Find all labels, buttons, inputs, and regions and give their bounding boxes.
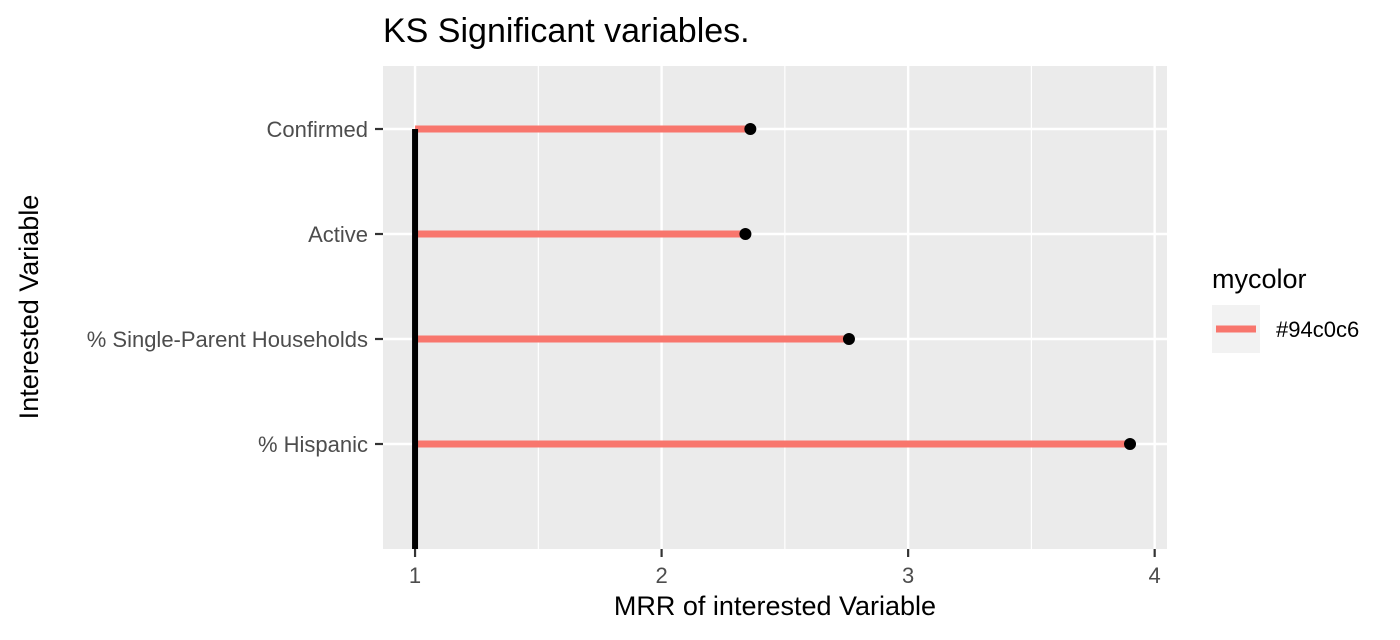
chart-title: KS Significant variables. [383,12,750,50]
legend: mycolor #94c0c6 [1212,264,1359,353]
x-tick-label: 3 [902,563,914,588]
panel-background [383,66,1167,549]
x-axis: 1 2 3 4 [409,549,1161,588]
lollipop-point [842,333,855,345]
x-tick-label: 2 [655,563,667,588]
lollipop-points [739,123,1137,450]
y-tick-label: Active [308,222,368,247]
lollipop-point [1124,438,1137,450]
lollipop-segments [415,125,1131,448]
y-tick-label: Confirmed [267,117,368,142]
legend-title: mycolor [1212,264,1307,294]
grid-minor [537,66,1033,549]
x-tick-label: 4 [1149,563,1161,588]
lollipop-point [739,228,752,240]
x-tick-label: 1 [409,563,421,588]
y-tick-label: % Hispanic [258,432,368,457]
y-axis: Confirmed Active % Single-Parent Household… [87,117,383,457]
legend-entry-label: #94c0c6 [1276,317,1359,342]
lollipop-point [744,123,757,135]
y-tick-label: % Single-Parent Households [87,327,368,352]
x-axis-title: MRR of interested Variable [614,591,936,621]
y-axis-title: Interested Variable [14,195,44,420]
